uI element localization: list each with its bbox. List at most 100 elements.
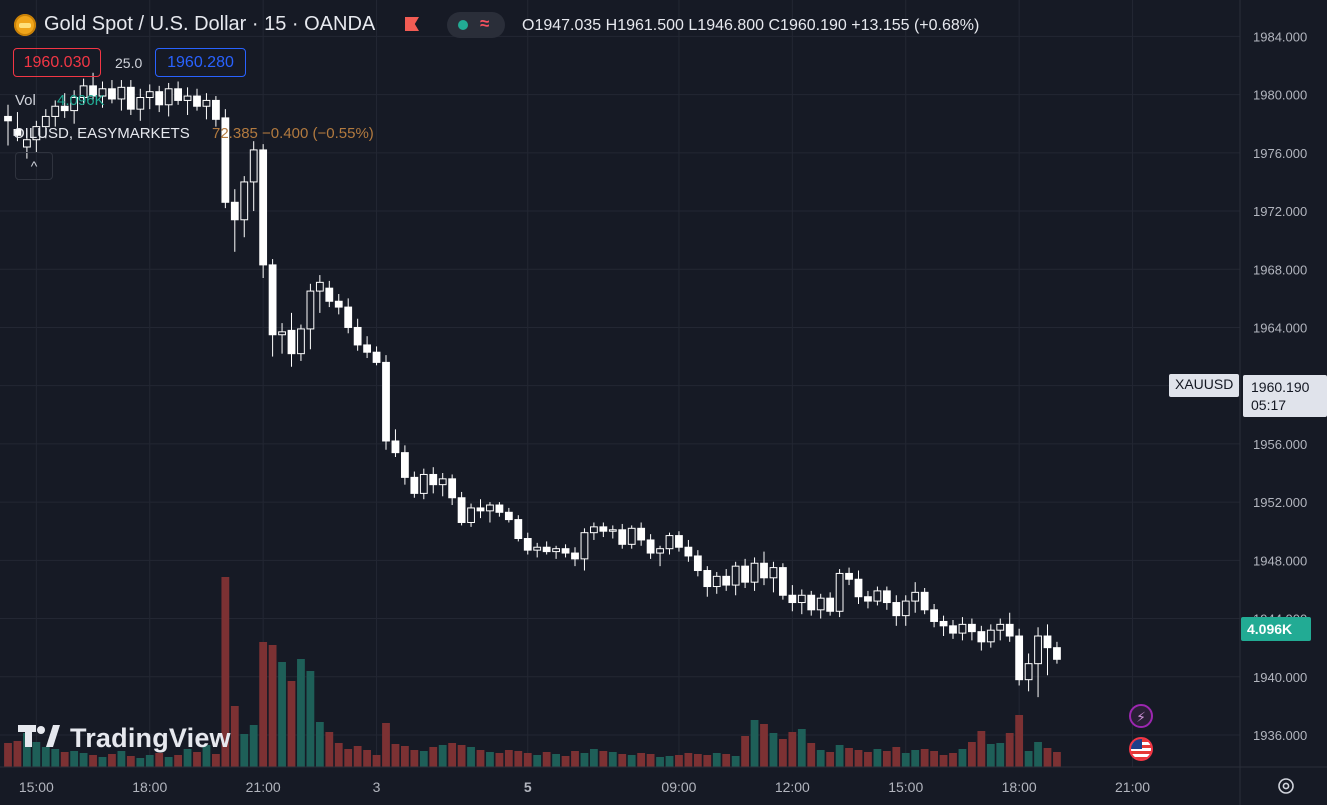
- time-tick-label: 18:00: [132, 779, 167, 795]
- change-value: +13.155 (+0.68%): [851, 17, 980, 34]
- overlay-value: 72.385 −0.400 (−0.55%): [212, 125, 374, 142]
- volume-bar: [212, 754, 220, 767]
- volume-bar: [826, 752, 835, 767]
- candle-body: [769, 567, 778, 579]
- price-tick-label: 1964.000: [1253, 320, 1307, 335]
- price-tick-label: 1956.000: [1253, 437, 1307, 452]
- price-axis[interactable]: 1984.000 1980.000 1976.000 1972.000 1968.000…: [1239, 0, 1307, 805]
- candle-body: [13, 129, 22, 136]
- volume-bar: [353, 746, 362, 767]
- lightning-icon[interactable]: ⚡: [1129, 704, 1153, 728]
- candle-body: [278, 331, 286, 336]
- candle-body: [1005, 623, 1014, 637]
- candle-body: [949, 625, 957, 634]
- candle-body: [722, 575, 731, 586]
- volume-bar: [580, 753, 589, 767]
- ohlc-readout: O1947.035 H1961.500 L1946.800 C1960.190 …: [522, 17, 979, 35]
- volume-bar: [712, 753, 721, 767]
- volume-bar: [504, 750, 513, 767]
- market-status-pill[interactable]: ≈: [447, 12, 505, 38]
- volume-bar: [467, 747, 475, 767]
- candle-body: [750, 562, 759, 583]
- volume-bar: [1053, 752, 1061, 767]
- flag-icon[interactable]: [405, 17, 419, 31]
- volume-bars: [4, 577, 1061, 767]
- candle-body: [703, 570, 712, 588]
- overlay-symbol[interactable]: OILUSD, EASYMARKETS: [13, 125, 190, 142]
- volume-bar: [438, 745, 447, 767]
- candle-body: [1043, 635, 1052, 649]
- symbol-title[interactable]: Gold Spot / U.S. Dollar · 15 · OANDA: [44, 13, 376, 35]
- volume-bar: [760, 724, 768, 767]
- candle-body: [372, 351, 381, 363]
- candle-body: [401, 452, 409, 478]
- candle-body: [495, 504, 504, 513]
- volume-bar: [958, 749, 967, 767]
- volume-bar: [183, 749, 192, 767]
- candle-body: [486, 504, 494, 512]
- candle-body: [826, 597, 835, 612]
- volume-bar: [618, 754, 627, 767]
- candle-body: [779, 567, 787, 596]
- time-tick-label: 15:00: [888, 779, 923, 795]
- candle-body: [807, 594, 816, 611]
- time-axis[interactable]: 15:00 18:00 21:00 3 5 09:00 12:00 15:00 18:00 21:…: [0, 766, 1327, 795]
- volume-bar: [1024, 751, 1033, 767]
- volume-bar: [448, 743, 457, 767]
- volume-bar: [51, 749, 60, 767]
- volume-bar: [646, 754, 655, 767]
- candle-body: [41, 115, 50, 128]
- volume-bar: [675, 755, 683, 767]
- candle-body: [240, 181, 249, 221]
- price-tick-label: 1980.000: [1253, 88, 1307, 103]
- candle-body: [637, 527, 646, 541]
- candle-body: [429, 473, 438, 486]
- candle-body: [457, 497, 466, 523]
- us-flag-icon[interactable]: [1129, 737, 1153, 761]
- close-value: 1960.190: [780, 17, 847, 34]
- sell-button[interactable]: 1960.030: [13, 48, 101, 77]
- volume-bar: [306, 671, 315, 767]
- candle-body: [996, 623, 1005, 631]
- volume-bar: [476, 750, 485, 767]
- candle-body: [958, 623, 967, 634]
- candle-body: [797, 594, 806, 604]
- candle-body: [287, 329, 296, 355]
- candle-body: [504, 511, 513, 521]
- candle-body: [712, 575, 721, 588]
- collapse-legend-button[interactable]: ^: [15, 152, 53, 180]
- volume-bar: [797, 729, 806, 767]
- high-value: 1961.500: [617, 17, 684, 34]
- candle-body: [1015, 635, 1024, 681]
- candle-body: [977, 631, 986, 643]
- candle-body: [117, 86, 126, 100]
- candle-body: [911, 591, 920, 602]
- volume-bar: [4, 743, 12, 767]
- volume-bar: [401, 746, 409, 767]
- buy-button[interactable]: 1960.280: [155, 48, 246, 77]
- volume-bar: [864, 752, 872, 767]
- volume-bar: [202, 745, 211, 767]
- volume-bar: [495, 753, 504, 767]
- volume-label[interactable]: Vol: [15, 92, 36, 109]
- candle-body: [599, 526, 608, 532]
- volume-bar: [599, 751, 608, 767]
- candle-body: [920, 591, 929, 611]
- volume-bar: [703, 755, 712, 767]
- candle-body: [164, 88, 173, 106]
- volume-bar: [391, 744, 400, 767]
- candle-body: [202, 99, 211, 107]
- settings-icon[interactable]: [1276, 776, 1296, 796]
- close-label: C: [768, 17, 781, 34]
- last-price-badge: 1960.190 05:17: [1243, 375, 1327, 417]
- countdown-value: 05:17: [1251, 397, 1287, 413]
- candle-body: [32, 126, 41, 141]
- candle-body: [438, 478, 447, 486]
- volume-bar: [769, 733, 778, 767]
- candle-body: [98, 88, 107, 97]
- volume-bar: [514, 751, 523, 767]
- spread-value: 25.0: [115, 55, 143, 71]
- candle-body: [174, 88, 182, 101]
- candle-body: [212, 99, 220, 120]
